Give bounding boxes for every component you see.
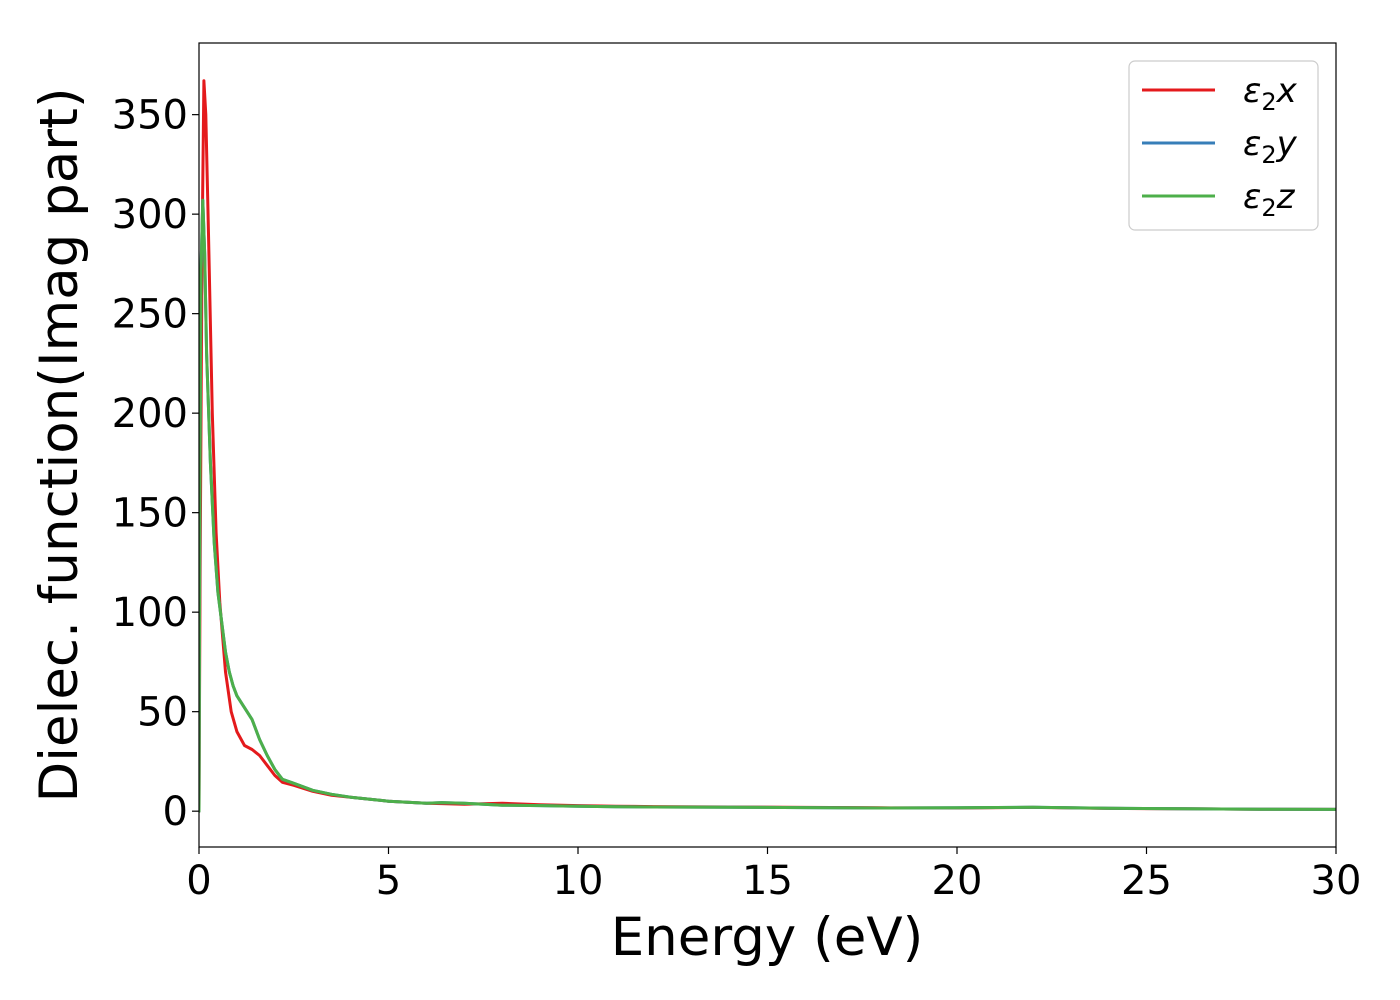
legend: ε2x ε2y ε2z	[1128, 60, 1319, 231]
y-tick-label: 100	[112, 590, 188, 636]
y-tick-label: 0	[163, 789, 188, 835]
y-tick-label: 300	[112, 192, 188, 238]
x-axis: 0 5 10 15 20 25 30	[186, 847, 1361, 904]
legend-frame	[1128, 60, 1319, 231]
x-tick-label: 5	[376, 858, 401, 904]
y-tick-label: 250	[112, 292, 188, 338]
plot-area	[198, 42, 1337, 848]
x-tick-label: 15	[742, 858, 793, 904]
series-layer	[199, 79, 1336, 813]
x-tick-label: 30	[1311, 858, 1362, 904]
y-axis-title: Dielec. function(Imag part)	[29, 87, 90, 802]
y-tick-label: 350	[112, 93, 188, 139]
y-axis: 0 50 100 150 200 250 300 350	[112, 93, 199, 835]
series-line-z	[199, 198, 1336, 813]
legend-label-x: ε2x	[1243, 71, 1298, 116]
y-tick-label: 200	[112, 391, 188, 437]
x-tick-label: 10	[553, 858, 604, 904]
legend-label-y: ε2y	[1243, 124, 1298, 169]
x-axis-title: Energy (eV)	[611, 907, 924, 968]
y-tick-label: 150	[112, 491, 188, 537]
x-tick-label: 20	[932, 858, 983, 904]
legend-label-z: ε2z	[1243, 177, 1296, 222]
x-tick-label: 25	[1121, 858, 1172, 904]
x-tick-label: 0	[186, 858, 211, 904]
y-tick-label: 50	[137, 690, 188, 736]
